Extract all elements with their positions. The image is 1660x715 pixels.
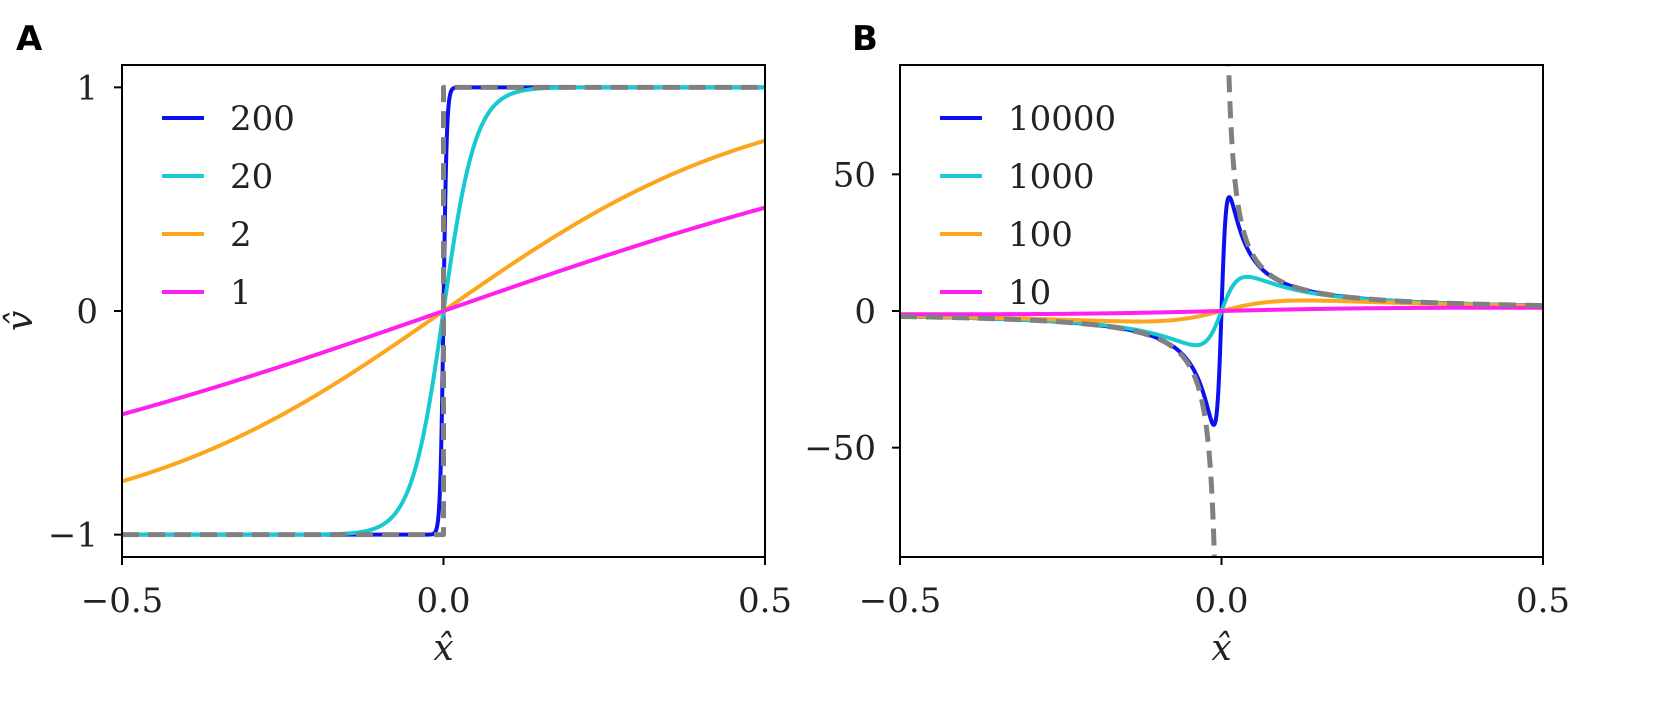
series-line-1 (122, 205, 765, 417)
legend-entry: 1000 (940, 157, 1095, 197)
legend-label: 10 (1008, 273, 1051, 313)
y-tick-label: 1 (76, 68, 98, 108)
y-tick-label: 0 (854, 292, 876, 332)
x-tick-label: 0.5 (738, 581, 792, 621)
legend-entry: 2 (162, 215, 252, 255)
legend-label: 1000 (1008, 157, 1095, 197)
panel-letter-a: A (16, 19, 43, 59)
panel-letter-b: B (852, 19, 878, 59)
reference-dashed-line (122, 84, 765, 538)
legend-entry: 10000 (940, 99, 1116, 139)
legend-label: 10000 (1008, 99, 1116, 139)
x-tick-label: 0.0 (1194, 581, 1248, 621)
y-tick-label: −50 (804, 429, 876, 469)
x-tick-label: 0.5 (1516, 581, 1570, 621)
y-tick-label: −1 (48, 516, 98, 556)
x-tick-label: −0.5 (81, 581, 164, 621)
y-tick-label: 50 (833, 155, 876, 195)
legend-entry: 100 (940, 215, 1073, 255)
legend-label: 20 (230, 157, 273, 197)
legend-entry: 200 (162, 99, 295, 139)
curves-group (900, 65, 1543, 557)
legend-label: 200 (230, 99, 295, 139)
legend-label: 100 (1008, 215, 1073, 255)
panel-a-plot: −0.5 0.0 0.5 −1 0 1 x̂ v̂ 200 20 2 1 (0, 64, 792, 669)
x-tick-label: 0.0 (416, 581, 470, 621)
y-axis-label: v̂ (0, 311, 41, 331)
series-line-10 (900, 305, 1543, 317)
legend-entry: 20 (162, 157, 273, 197)
legend-label: 2 (230, 215, 252, 255)
x-axis-label: x̂ (433, 628, 453, 669)
legend-entry: 10 (940, 273, 1051, 313)
legend-label: 1 (230, 273, 252, 313)
x-tick-label: −0.5 (859, 581, 942, 621)
panel-b-plot: −0.5 0.0 0.5 −50 0 50 x̂ 10000 1000 100 10 (804, 64, 1570, 669)
legend-entry: 1 (162, 273, 252, 313)
y-tick-label: 0 (76, 292, 98, 332)
x-axis-label: x̂ (1211, 628, 1231, 669)
curves-group (122, 84, 765, 538)
reference-dashed-line (900, 65, 1543, 557)
